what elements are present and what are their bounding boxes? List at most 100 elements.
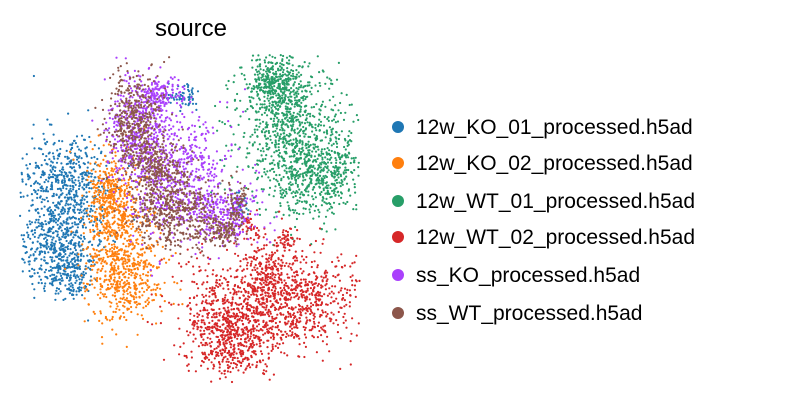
data-point bbox=[43, 250, 46, 253]
data-point bbox=[25, 183, 28, 186]
data-point bbox=[285, 86, 288, 89]
data-point bbox=[325, 202, 329, 205]
data-point bbox=[72, 257, 75, 260]
data-point bbox=[82, 162, 85, 165]
data-point bbox=[125, 224, 129, 227]
data-point bbox=[38, 183, 41, 186]
data-point bbox=[114, 162, 117, 165]
data-point bbox=[90, 172, 94, 175]
data-point bbox=[340, 130, 343, 133]
data-point bbox=[309, 244, 312, 247]
data-point bbox=[261, 147, 264, 150]
data-point bbox=[250, 243, 253, 246]
data-point bbox=[47, 176, 50, 179]
data-point bbox=[304, 336, 308, 339]
data-point bbox=[332, 118, 335, 121]
data-point bbox=[93, 215, 96, 218]
data-point bbox=[42, 223, 45, 226]
data-point bbox=[122, 202, 126, 205]
data-point bbox=[261, 297, 264, 300]
data-point bbox=[35, 257, 38, 260]
data-point bbox=[69, 277, 72, 280]
data-point bbox=[246, 333, 249, 336]
data-point bbox=[256, 73, 259, 76]
data-point bbox=[111, 167, 114, 170]
data-point bbox=[102, 226, 105, 229]
data-point bbox=[322, 187, 325, 190]
data-point bbox=[136, 303, 139, 306]
data-point bbox=[218, 312, 221, 315]
data-point bbox=[313, 312, 316, 315]
data-point bbox=[257, 54, 260, 57]
data-point bbox=[277, 92, 280, 95]
data-point bbox=[180, 265, 183, 268]
data-point bbox=[288, 143, 291, 146]
data-point bbox=[107, 288, 110, 291]
data-point bbox=[75, 191, 78, 194]
data-point bbox=[313, 133, 316, 136]
data-point bbox=[323, 222, 326, 225]
data-point bbox=[316, 172, 319, 175]
data-point bbox=[56, 206, 60, 209]
data-point bbox=[243, 78, 247, 81]
data-point bbox=[125, 345, 128, 348]
data-point bbox=[282, 213, 285, 216]
data-point bbox=[116, 246, 119, 249]
data-point bbox=[101, 260, 104, 263]
data-point bbox=[227, 322, 230, 325]
data-point bbox=[314, 84, 317, 87]
data-point bbox=[328, 87, 331, 90]
data-point bbox=[300, 294, 303, 297]
data-point bbox=[317, 208, 320, 211]
data-point bbox=[123, 228, 126, 231]
data-point bbox=[320, 284, 323, 287]
data-point bbox=[289, 329, 292, 332]
data-point bbox=[81, 194, 84, 197]
data-point bbox=[86, 174, 89, 177]
data-point bbox=[320, 301, 324, 304]
data-point bbox=[52, 242, 55, 245]
data-point bbox=[88, 172, 92, 175]
data-point bbox=[120, 278, 123, 282]
data-point bbox=[279, 69, 282, 72]
data-point bbox=[294, 160, 297, 163]
data-point bbox=[96, 228, 99, 231]
data-point bbox=[85, 155, 88, 158]
data-point bbox=[99, 207, 102, 211]
data-point bbox=[255, 343, 258, 346]
data-point bbox=[281, 99, 284, 103]
data-point bbox=[260, 312, 263, 315]
data-point bbox=[104, 248, 107, 251]
data-point bbox=[282, 313, 285, 316]
data-point bbox=[226, 329, 229, 332]
data-point bbox=[48, 282, 52, 285]
data-point bbox=[309, 90, 312, 93]
data-point bbox=[51, 161, 54, 164]
data-point bbox=[85, 209, 88, 212]
data-point bbox=[320, 286, 323, 289]
data-point bbox=[273, 189, 276, 192]
data-point bbox=[114, 252, 117, 255]
data-point bbox=[352, 208, 355, 211]
data-point bbox=[304, 297, 307, 300]
data-point bbox=[316, 264, 319, 267]
data-point bbox=[335, 161, 338, 164]
data-point bbox=[52, 236, 55, 239]
data-point bbox=[285, 123, 288, 126]
data-point bbox=[36, 192, 39, 196]
data-point bbox=[112, 239, 115, 242]
data-point bbox=[179, 345, 182, 348]
data-point bbox=[126, 279, 129, 282]
data-point bbox=[84, 173, 87, 176]
data-point bbox=[36, 240, 39, 243]
data-point bbox=[117, 252, 120, 256]
data-point bbox=[284, 164, 287, 167]
data-point bbox=[120, 270, 123, 273]
data-point bbox=[304, 84, 307, 88]
data-point bbox=[102, 158, 105, 161]
data-point bbox=[106, 206, 109, 209]
data-point bbox=[129, 223, 132, 226]
data-point bbox=[62, 255, 65, 258]
data-point bbox=[313, 167, 316, 170]
data-point bbox=[301, 249, 304, 253]
